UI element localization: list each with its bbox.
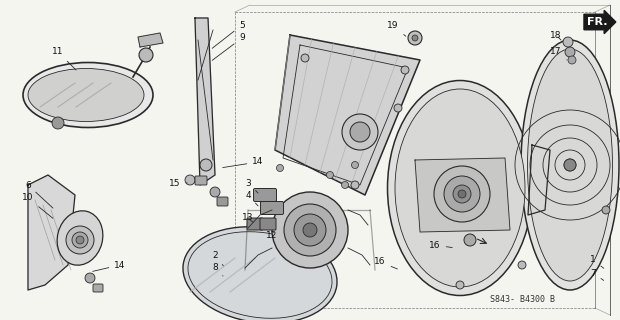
FancyBboxPatch shape	[93, 284, 103, 292]
Circle shape	[294, 214, 326, 246]
Circle shape	[72, 232, 88, 248]
Circle shape	[394, 104, 402, 112]
Text: 12: 12	[267, 230, 278, 239]
Text: S843- B4300 B: S843- B4300 B	[490, 295, 555, 305]
Text: 7: 7	[590, 268, 604, 280]
Polygon shape	[275, 35, 420, 195]
Circle shape	[342, 181, 348, 188]
Circle shape	[401, 66, 409, 74]
Text: 17: 17	[551, 47, 567, 60]
Text: 4: 4	[245, 190, 258, 206]
Ellipse shape	[388, 81, 533, 295]
Ellipse shape	[528, 49, 613, 281]
Circle shape	[327, 172, 334, 179]
Circle shape	[66, 226, 94, 254]
Text: 14: 14	[93, 260, 126, 271]
Circle shape	[284, 204, 336, 256]
Text: 18: 18	[551, 30, 562, 40]
Circle shape	[565, 47, 575, 57]
Circle shape	[350, 122, 370, 142]
Circle shape	[434, 166, 490, 222]
Text: 8: 8	[212, 263, 223, 276]
FancyBboxPatch shape	[260, 218, 276, 230]
Text: 14: 14	[223, 157, 264, 168]
Ellipse shape	[23, 62, 153, 127]
Ellipse shape	[183, 227, 337, 320]
Text: 9: 9	[212, 34, 245, 60]
FancyBboxPatch shape	[217, 197, 228, 206]
Text: 5: 5	[212, 20, 245, 48]
Circle shape	[352, 162, 358, 169]
Text: 6: 6	[25, 180, 53, 208]
Circle shape	[303, 223, 317, 237]
Circle shape	[272, 192, 348, 268]
Circle shape	[602, 206, 610, 214]
Polygon shape	[528, 145, 550, 215]
FancyBboxPatch shape	[254, 188, 277, 202]
Text: 3: 3	[245, 179, 258, 193]
Circle shape	[464, 234, 476, 246]
Circle shape	[564, 159, 576, 171]
Circle shape	[139, 48, 153, 62]
Polygon shape	[138, 33, 163, 47]
Circle shape	[342, 114, 378, 150]
FancyBboxPatch shape	[260, 202, 283, 214]
Circle shape	[277, 164, 283, 172]
Circle shape	[458, 190, 466, 198]
Ellipse shape	[57, 211, 103, 265]
Polygon shape	[28, 175, 75, 290]
Ellipse shape	[395, 89, 525, 287]
Circle shape	[52, 117, 64, 129]
Circle shape	[563, 37, 573, 47]
Text: 16: 16	[374, 258, 397, 269]
Circle shape	[412, 35, 418, 41]
Text: 13: 13	[242, 213, 254, 222]
Circle shape	[85, 273, 95, 283]
Text: 2: 2	[212, 251, 223, 266]
Polygon shape	[415, 158, 510, 232]
Text: 1: 1	[590, 255, 604, 268]
FancyBboxPatch shape	[195, 176, 207, 185]
Ellipse shape	[521, 40, 619, 290]
Circle shape	[185, 175, 195, 185]
Text: 11: 11	[52, 47, 76, 70]
Circle shape	[76, 236, 84, 244]
Ellipse shape	[28, 68, 144, 122]
Circle shape	[444, 176, 480, 212]
Text: 19: 19	[388, 21, 406, 36]
Circle shape	[518, 261, 526, 269]
Text: 15: 15	[169, 179, 187, 188]
Text: FR.: FR.	[587, 17, 607, 27]
Circle shape	[568, 56, 576, 64]
Circle shape	[301, 54, 309, 62]
Circle shape	[200, 159, 212, 171]
Polygon shape	[195, 18, 215, 185]
Circle shape	[453, 185, 471, 203]
FancyBboxPatch shape	[247, 218, 263, 230]
Circle shape	[210, 187, 220, 197]
Text: 10: 10	[22, 194, 53, 218]
Circle shape	[351, 181, 359, 189]
Circle shape	[408, 31, 422, 45]
Circle shape	[456, 281, 464, 289]
Text: 16: 16	[429, 241, 452, 250]
